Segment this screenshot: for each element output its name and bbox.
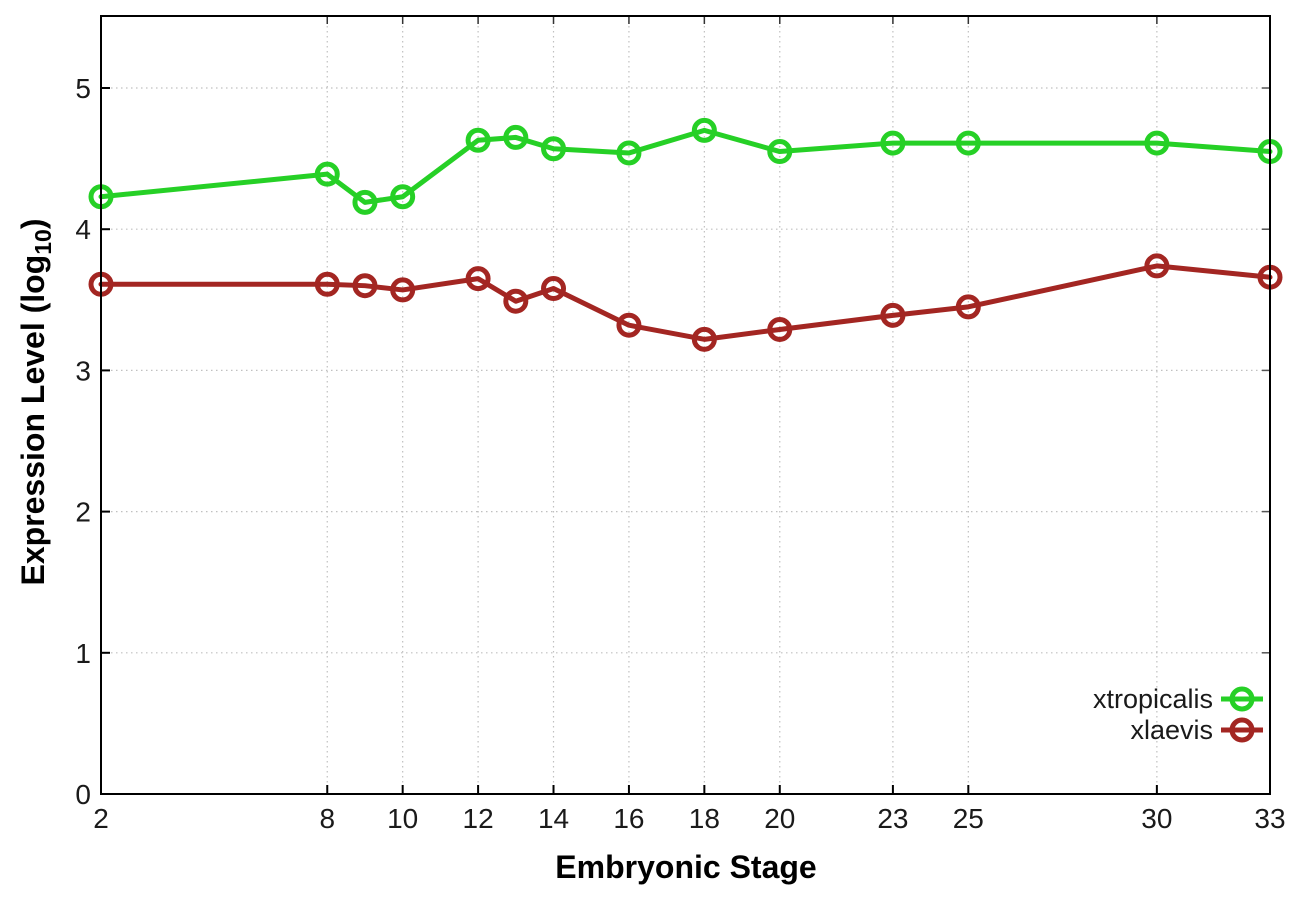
data-point-xlaevis	[390, 277, 416, 303]
data-point-xtropicalis	[541, 136, 567, 162]
legend-label-xtropicalis: xtropicalis	[1093, 684, 1213, 714]
x-tick-label: 20	[764, 803, 795, 834]
plot-border	[100, 15, 1271, 795]
data-point-xlaevis	[616, 312, 642, 338]
y-tick-label: 0	[75, 779, 91, 810]
data-point-xtropicalis	[1144, 130, 1170, 156]
legend-markers	[1221, 686, 1263, 743]
series-line-xlaevis	[98, 263, 1273, 342]
data-point-xtropicalis	[955, 130, 981, 156]
x-tick-label: 30	[1141, 803, 1172, 834]
y-tick-label: 2	[75, 497, 91, 528]
data-point-xtropicalis	[314, 161, 340, 187]
series-line-xtropicalis	[98, 127, 1273, 205]
data-point-xtropicalis	[880, 130, 906, 156]
data-point-xlaevis	[955, 294, 981, 320]
data-point-xlaevis	[691, 326, 717, 352]
data-point-xtropicalis	[503, 124, 529, 150]
y-axis-label-suffix: )	[15, 218, 51, 229]
gridlines-layer	[101, 16, 1270, 794]
data-point-xlaevis	[314, 271, 340, 297]
x-tick-label: 10	[387, 803, 418, 834]
legend-sample-marker-xlaevis	[1229, 717, 1255, 743]
tick-marks-layer	[100, 16, 1271, 795]
data-point-xlaevis	[503, 288, 529, 314]
data-point-xlaevis	[541, 276, 567, 302]
y-axis-label: Expression Level (log10)	[15, 218, 56, 585]
y-tick-label: 5	[75, 73, 91, 104]
x-tick-label: 8	[319, 803, 335, 834]
data-point-xlaevis	[880, 302, 906, 328]
x-tick-label: 12	[463, 803, 494, 834]
legend-label-xlaevis: xlaevis	[1130, 715, 1213, 745]
x-tick-label: 18	[689, 803, 720, 834]
data-point-xtropicalis	[465, 127, 491, 153]
x-tick-label: 14	[538, 803, 569, 834]
x-axis-label: Embryonic Stage	[555, 849, 816, 885]
x-tick-label: 23	[877, 803, 908, 834]
y-tick-label: 4	[75, 214, 91, 245]
x-tick-label: 33	[1254, 803, 1285, 834]
data-point-xtropicalis	[352, 189, 378, 215]
y-tick-label: 1	[75, 638, 91, 669]
data-point-xlaevis	[465, 266, 491, 292]
y-axis-label-subscript: 10	[30, 229, 56, 255]
legend-sample-marker-xtropicalis	[1229, 686, 1255, 712]
legend: xtropicalis xlaevis	[1093, 684, 1263, 745]
y-tick-label: 3	[75, 355, 91, 386]
data-point-xlaevis	[352, 273, 378, 299]
data-point-xtropicalis	[691, 117, 717, 143]
data-point-xtropicalis	[390, 184, 416, 210]
x-tick-label: 2	[93, 803, 109, 834]
x-tick-label: 16	[613, 803, 644, 834]
x-tick-label: 25	[953, 803, 984, 834]
data-point-xlaevis	[767, 316, 793, 342]
data-point-xtropicalis	[616, 140, 642, 166]
data-point-xtropicalis	[767, 139, 793, 165]
series-layer	[88, 117, 1283, 352]
data-point-xlaevis	[1144, 253, 1170, 279]
y-axis-label-prefix: Expression Level (log	[15, 255, 51, 586]
